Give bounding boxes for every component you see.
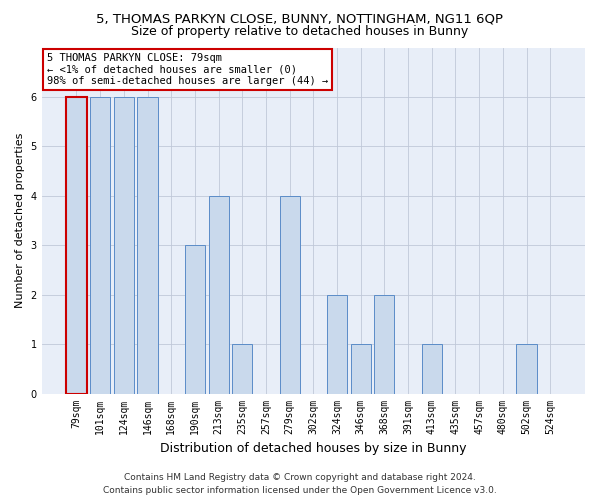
Text: Contains HM Land Registry data © Crown copyright and database right 2024.
Contai: Contains HM Land Registry data © Crown c… <box>103 474 497 495</box>
Bar <box>209 196 229 394</box>
Bar <box>422 344 442 394</box>
Text: 5, THOMAS PARKYN CLOSE, BUNNY, NOTTINGHAM, NG11 6QP: 5, THOMAS PARKYN CLOSE, BUNNY, NOTTINGHA… <box>97 12 503 26</box>
Bar <box>137 97 158 394</box>
Bar <box>232 344 253 394</box>
Bar <box>374 294 394 394</box>
Bar <box>114 97 134 394</box>
Bar <box>280 196 300 394</box>
Bar <box>517 344 536 394</box>
Bar <box>90 97 110 394</box>
Bar <box>350 344 371 394</box>
Bar <box>185 245 205 394</box>
X-axis label: Distribution of detached houses by size in Bunny: Distribution of detached houses by size … <box>160 442 467 455</box>
Text: Size of property relative to detached houses in Bunny: Size of property relative to detached ho… <box>131 25 469 38</box>
Text: 5 THOMAS PARKYN CLOSE: 79sqm
← <1% of detached houses are smaller (0)
98% of sem: 5 THOMAS PARKYN CLOSE: 79sqm ← <1% of de… <box>47 52 328 86</box>
Bar <box>67 97 86 394</box>
Y-axis label: Number of detached properties: Number of detached properties <box>15 133 25 308</box>
Bar <box>327 294 347 394</box>
